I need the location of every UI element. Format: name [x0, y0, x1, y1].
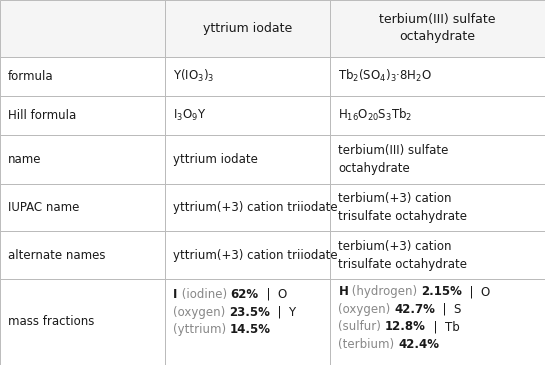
Bar [330, 279, 545, 365]
Bar [0, 57, 165, 96]
Text: yttrium(+3) cation triiodate: yttrium(+3) cation triiodate [173, 201, 338, 214]
Bar [0, 184, 165, 231]
Bar [0, 135, 165, 184]
Bar [0, 279, 165, 365]
Bar [330, 57, 545, 96]
Text: name: name [8, 153, 41, 166]
Bar [165, 279, 330, 365]
Bar [165, 279, 330, 365]
Text: I$_3$O$_9$Y: I$_3$O$_9$Y [173, 108, 207, 123]
Text: alternate names: alternate names [8, 249, 106, 262]
Text: yttrium iodate: yttrium iodate [203, 22, 292, 35]
Text: Y(IO$_3$)$_3$: Y(IO$_3$)$_3$ [173, 68, 215, 84]
Text: |  O: | O [259, 288, 287, 301]
Text: terbium(+3) cation
trisulfate octahydrate: terbium(+3) cation trisulfate octahydrat… [338, 240, 468, 270]
Bar [0, 0, 165, 57]
Bar [0, 96, 165, 135]
Text: 42.4%: 42.4% [398, 338, 439, 351]
Bar [165, 0, 330, 57]
Bar [0, 96, 165, 135]
Bar [330, 231, 545, 279]
Bar [165, 96, 330, 135]
Bar [165, 0, 330, 57]
Bar [330, 184, 545, 231]
Text: (iodine): (iodine) [178, 288, 231, 301]
Text: 42.7%: 42.7% [395, 303, 435, 316]
Text: mass fractions: mass fractions [8, 315, 94, 328]
Text: terbium(+3) cation
trisulfate octahydrate: terbium(+3) cation trisulfate octahydrat… [338, 192, 468, 223]
Bar [0, 57, 165, 96]
Text: |  O: | O [462, 285, 490, 299]
Text: |  S: | S [435, 303, 462, 316]
Bar [165, 57, 330, 96]
Text: terbium(III) sulfate
octahydrate: terbium(III) sulfate octahydrate [379, 13, 496, 43]
Bar [165, 231, 330, 279]
Bar [330, 0, 545, 57]
Text: (sulfur): (sulfur) [338, 320, 385, 334]
Text: (oxygen): (oxygen) [173, 306, 229, 319]
Text: I: I [173, 288, 178, 301]
Text: H: H [338, 285, 348, 299]
Bar [165, 184, 330, 231]
Text: 2.15%: 2.15% [421, 285, 462, 299]
Text: 14.5%: 14.5% [230, 323, 271, 336]
Text: (hydrogen): (hydrogen) [348, 285, 421, 299]
Bar [0, 231, 165, 279]
Bar [330, 279, 545, 365]
Text: Hill formula: Hill formula [8, 109, 76, 122]
Text: yttrium(+3) cation triiodate: yttrium(+3) cation triiodate [173, 249, 338, 262]
Bar [0, 184, 165, 231]
Text: (yttrium): (yttrium) [173, 323, 230, 336]
Bar [330, 0, 545, 57]
Text: 12.8%: 12.8% [385, 320, 426, 334]
Bar [330, 96, 545, 135]
Text: |  Y: | Y [270, 306, 296, 319]
Text: (oxygen): (oxygen) [338, 303, 395, 316]
Bar [165, 96, 330, 135]
Bar [165, 135, 330, 184]
Text: terbium(III) sulfate
octahydrate: terbium(III) sulfate octahydrate [338, 144, 449, 175]
Bar [330, 57, 545, 96]
Bar [330, 135, 545, 184]
Bar [165, 57, 330, 96]
Text: H$_{16}$O$_{20}$S$_3$Tb$_2$: H$_{16}$O$_{20}$S$_3$Tb$_2$ [338, 107, 413, 123]
Text: 23.5%: 23.5% [229, 306, 270, 319]
Bar [0, 231, 165, 279]
Text: formula: formula [8, 70, 54, 82]
Bar [330, 184, 545, 231]
Text: |  Tb: | Tb [426, 320, 459, 334]
Bar [0, 279, 165, 365]
Bar [330, 96, 545, 135]
Bar [165, 135, 330, 184]
Text: yttrium iodate: yttrium iodate [173, 153, 258, 166]
Text: Tb$_2$(SO$_4$)$_3$·8H$_2$O: Tb$_2$(SO$_4$)$_3$·8H$_2$O [338, 68, 432, 84]
Bar [165, 184, 330, 231]
Bar [330, 135, 545, 184]
Text: (terbium): (terbium) [338, 338, 398, 351]
Bar [165, 231, 330, 279]
Bar [0, 135, 165, 184]
Bar [330, 231, 545, 279]
Text: 62%: 62% [231, 288, 259, 301]
Bar [0, 0, 165, 57]
Text: IUPAC name: IUPAC name [8, 201, 80, 214]
